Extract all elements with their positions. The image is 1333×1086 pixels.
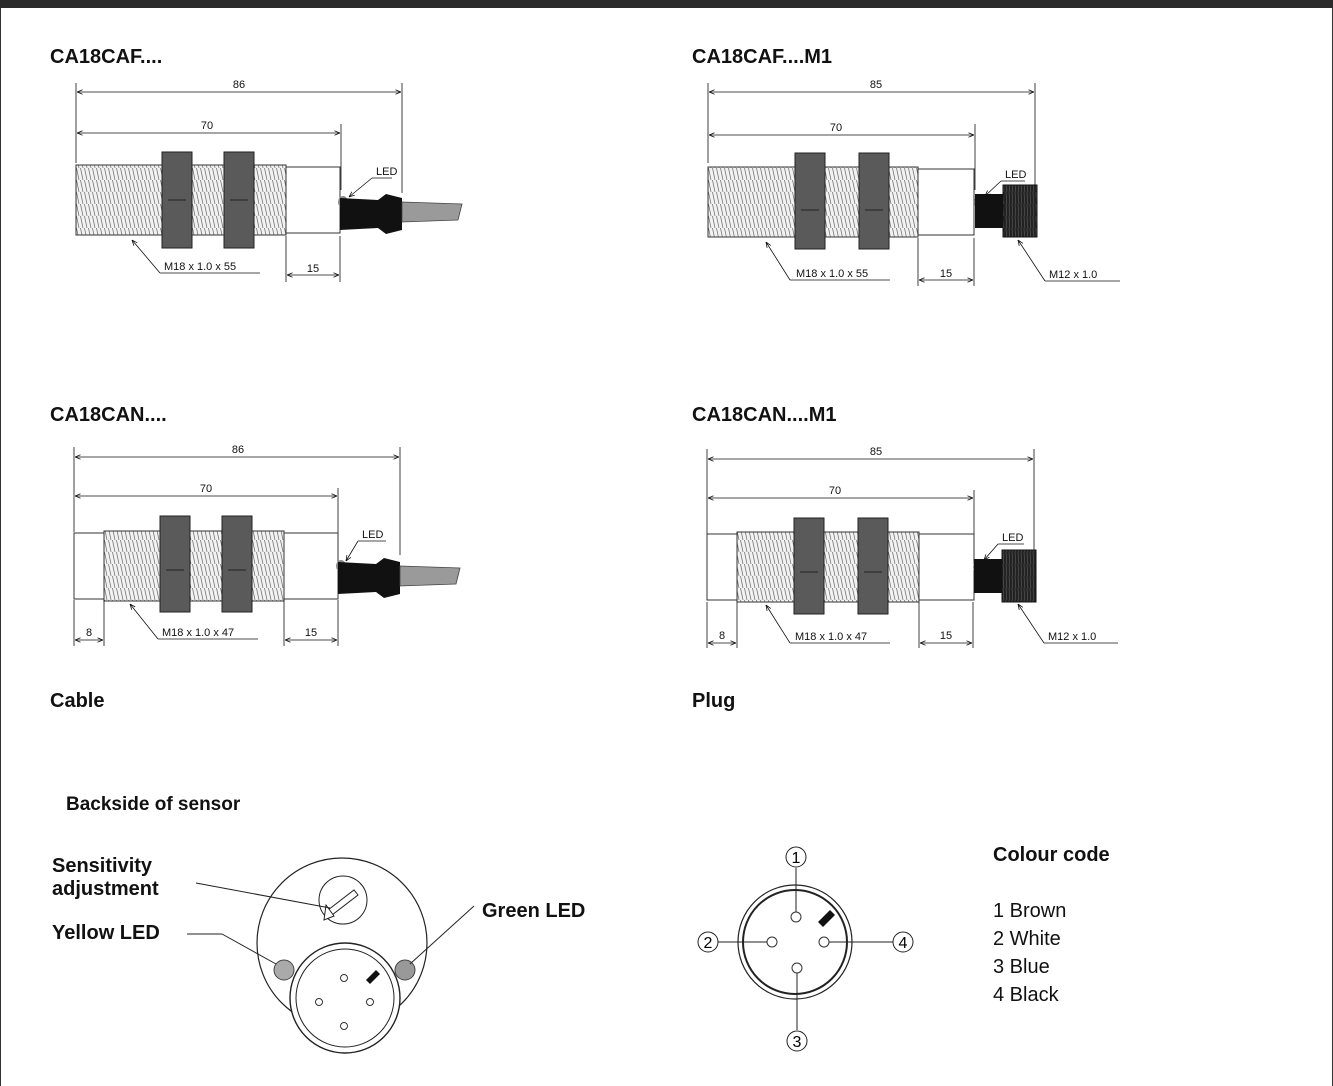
sensitivity-label-line2: adjustment	[52, 878, 159, 900]
thread-label: M18 x 1.0 x 47	[162, 627, 234, 639]
drawing-ca18caf-m1: 85 70 LED M18 x 1.0 x 55 15 M1	[707, 79, 1120, 286]
thread-label: M18 x 1.0 x 47	[795, 631, 867, 643]
dim-tail: 15	[307, 263, 319, 275]
thread-label: M18 x 1.0 x 55	[164, 261, 236, 273]
drawing-ca18can-m1: 85 70 LED 8 M18 x 1.0 x 47	[706, 446, 1118, 648]
backside-title: Backside of sensor	[66, 794, 241, 815]
title-ca18can: CA18CAN....	[50, 404, 167, 426]
dim-tail: 15	[940, 268, 952, 280]
dim-tail: 15	[305, 627, 317, 639]
colour-2: 2 White	[993, 928, 1061, 950]
dim-tail: 15	[940, 630, 952, 642]
led-label: LED	[1002, 532, 1023, 544]
dim-front: 8	[719, 630, 725, 642]
connector-label: M12 x 1.0	[1048, 631, 1096, 643]
sensitivity-label-line1: Sensitivity	[52, 855, 153, 877]
dim-body: 70	[200, 483, 212, 495]
dim-overall: 85	[870, 79, 882, 91]
colour-3: 3 Blue	[993, 956, 1050, 978]
backside-view	[187, 857, 475, 1054]
pin-2-label: 2	[704, 935, 713, 952]
pin-4-label: 4	[899, 935, 908, 952]
dim-overall: 85	[870, 446, 882, 458]
connector-label: M12 x 1.0	[1049, 269, 1097, 281]
dim-body: 70	[830, 122, 842, 134]
led-label: LED	[376, 166, 397, 178]
colour-1: 1 Brown	[993, 900, 1067, 922]
led-label: LED	[1005, 169, 1026, 181]
dim-overall: 86	[232, 444, 244, 456]
thread-label: M18 x 1.0 x 55	[796, 268, 868, 280]
colour-4: 4 Black	[993, 984, 1059, 1006]
top-rule	[0, 0, 1333, 8]
pin-1-label: 1	[792, 850, 801, 867]
title-ca18caf: CA18CAF....	[50, 46, 163, 68]
caption-plug: Plug	[692, 690, 736, 712]
dim-body: 70	[829, 485, 841, 497]
colour-code-title: Colour code	[993, 844, 1110, 866]
dim-body: 70	[201, 120, 213, 132]
drawing-ca18can: 86 70 LED 8 M18 x 1.0 x 47	[73, 444, 461, 646]
pin-3-label: 3	[793, 1034, 802, 1051]
green-led-label: Green LED	[482, 900, 586, 922]
dim-overall: 86	[233, 79, 245, 91]
pinout-view: 1 2 3 4	[697, 846, 914, 1052]
dim-front: 8	[86, 627, 92, 639]
title-ca18caf-m1: CA18CAF....M1	[692, 46, 833, 68]
drawing-ca18caf: 86 70 LED M18 x 1.0 x 55	[75, 79, 463, 282]
led-label: LED	[362, 529, 383, 541]
caption-cable: Cable	[50, 690, 105, 712]
yellow-led-label: Yellow LED	[52, 922, 160, 944]
title-ca18can-m1: CA18CAN....M1	[692, 404, 837, 426]
